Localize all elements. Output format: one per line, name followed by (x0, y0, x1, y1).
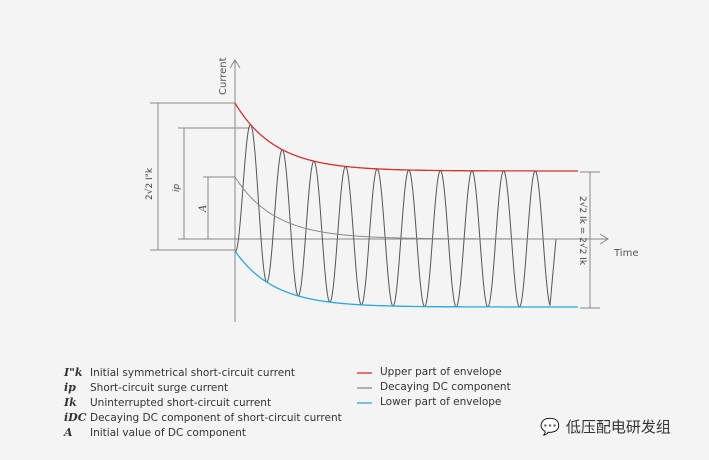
current-waveform (234, 123, 557, 308)
steady-label: 2√2 Ik = 2√2 Ik (577, 196, 588, 266)
x-axis-label: Time (613, 248, 638, 259)
legend-dc-component: Decaying DC component (380, 381, 511, 393)
legend-item: ip Short-circuit surge current (64, 381, 342, 396)
legend-item: iDC Decaying DC component of short-circui… (64, 411, 342, 426)
dc-component-curve (234, 176, 578, 240)
legend-symbol: ip (64, 381, 76, 394)
legend-text: Decaying DC component of short-circuit c… (90, 412, 342, 424)
legend-text: Short-circuit surge current (90, 382, 229, 394)
surge-label: ip (172, 183, 182, 192)
legend-lines: Upper part of envelope Decaying DC compo… (380, 366, 511, 411)
x-axis-arrow (599, 233, 609, 245)
peak-dimension (150, 102, 235, 251)
legend-lower-envelope: Lower part of envelope (380, 396, 502, 408)
y-axis-arrow (229, 59, 241, 69)
legend-item: A Initial value of DC component (64, 426, 342, 441)
dc-label: A (198, 205, 209, 213)
watermark: 💬 低压配电研发组 (540, 416, 671, 437)
watermark-text: 低压配电研发组 (565, 418, 671, 436)
upper-envelope-curve (234, 102, 578, 172)
legend-text: Uninterrupted short-circuit current (90, 397, 272, 409)
dc-dimension (203, 176, 235, 239)
peak-label: 2√2 I"k (144, 167, 155, 200)
legend-text: Initial symmetrical short-circuit curren… (90, 367, 296, 379)
legend-upper-envelope: Upper part of envelope (380, 366, 502, 378)
legend-item: Ik Uninterrupted short-circuit current (64, 396, 342, 411)
legend-symbol: iDC (64, 411, 87, 424)
legend-symbol: Ik (64, 396, 77, 409)
surge-dimension (178, 127, 250, 240)
legend-symbol: A (64, 426, 73, 439)
legend-symbol: I"k (64, 366, 83, 379)
lower-envelope-curve (234, 250, 578, 308)
legend-item: I"k Initial symmetrical short-circuit cur… (64, 366, 342, 381)
steady-dimension (580, 171, 600, 309)
legend-symbols: I"k Initial symmetrical short-circuit cur… (64, 366, 342, 441)
wechat-icon: 💬 (540, 417, 560, 436)
legend-text: Initial value of DC component (90, 427, 247, 439)
y-axis-label: Current (218, 57, 229, 95)
